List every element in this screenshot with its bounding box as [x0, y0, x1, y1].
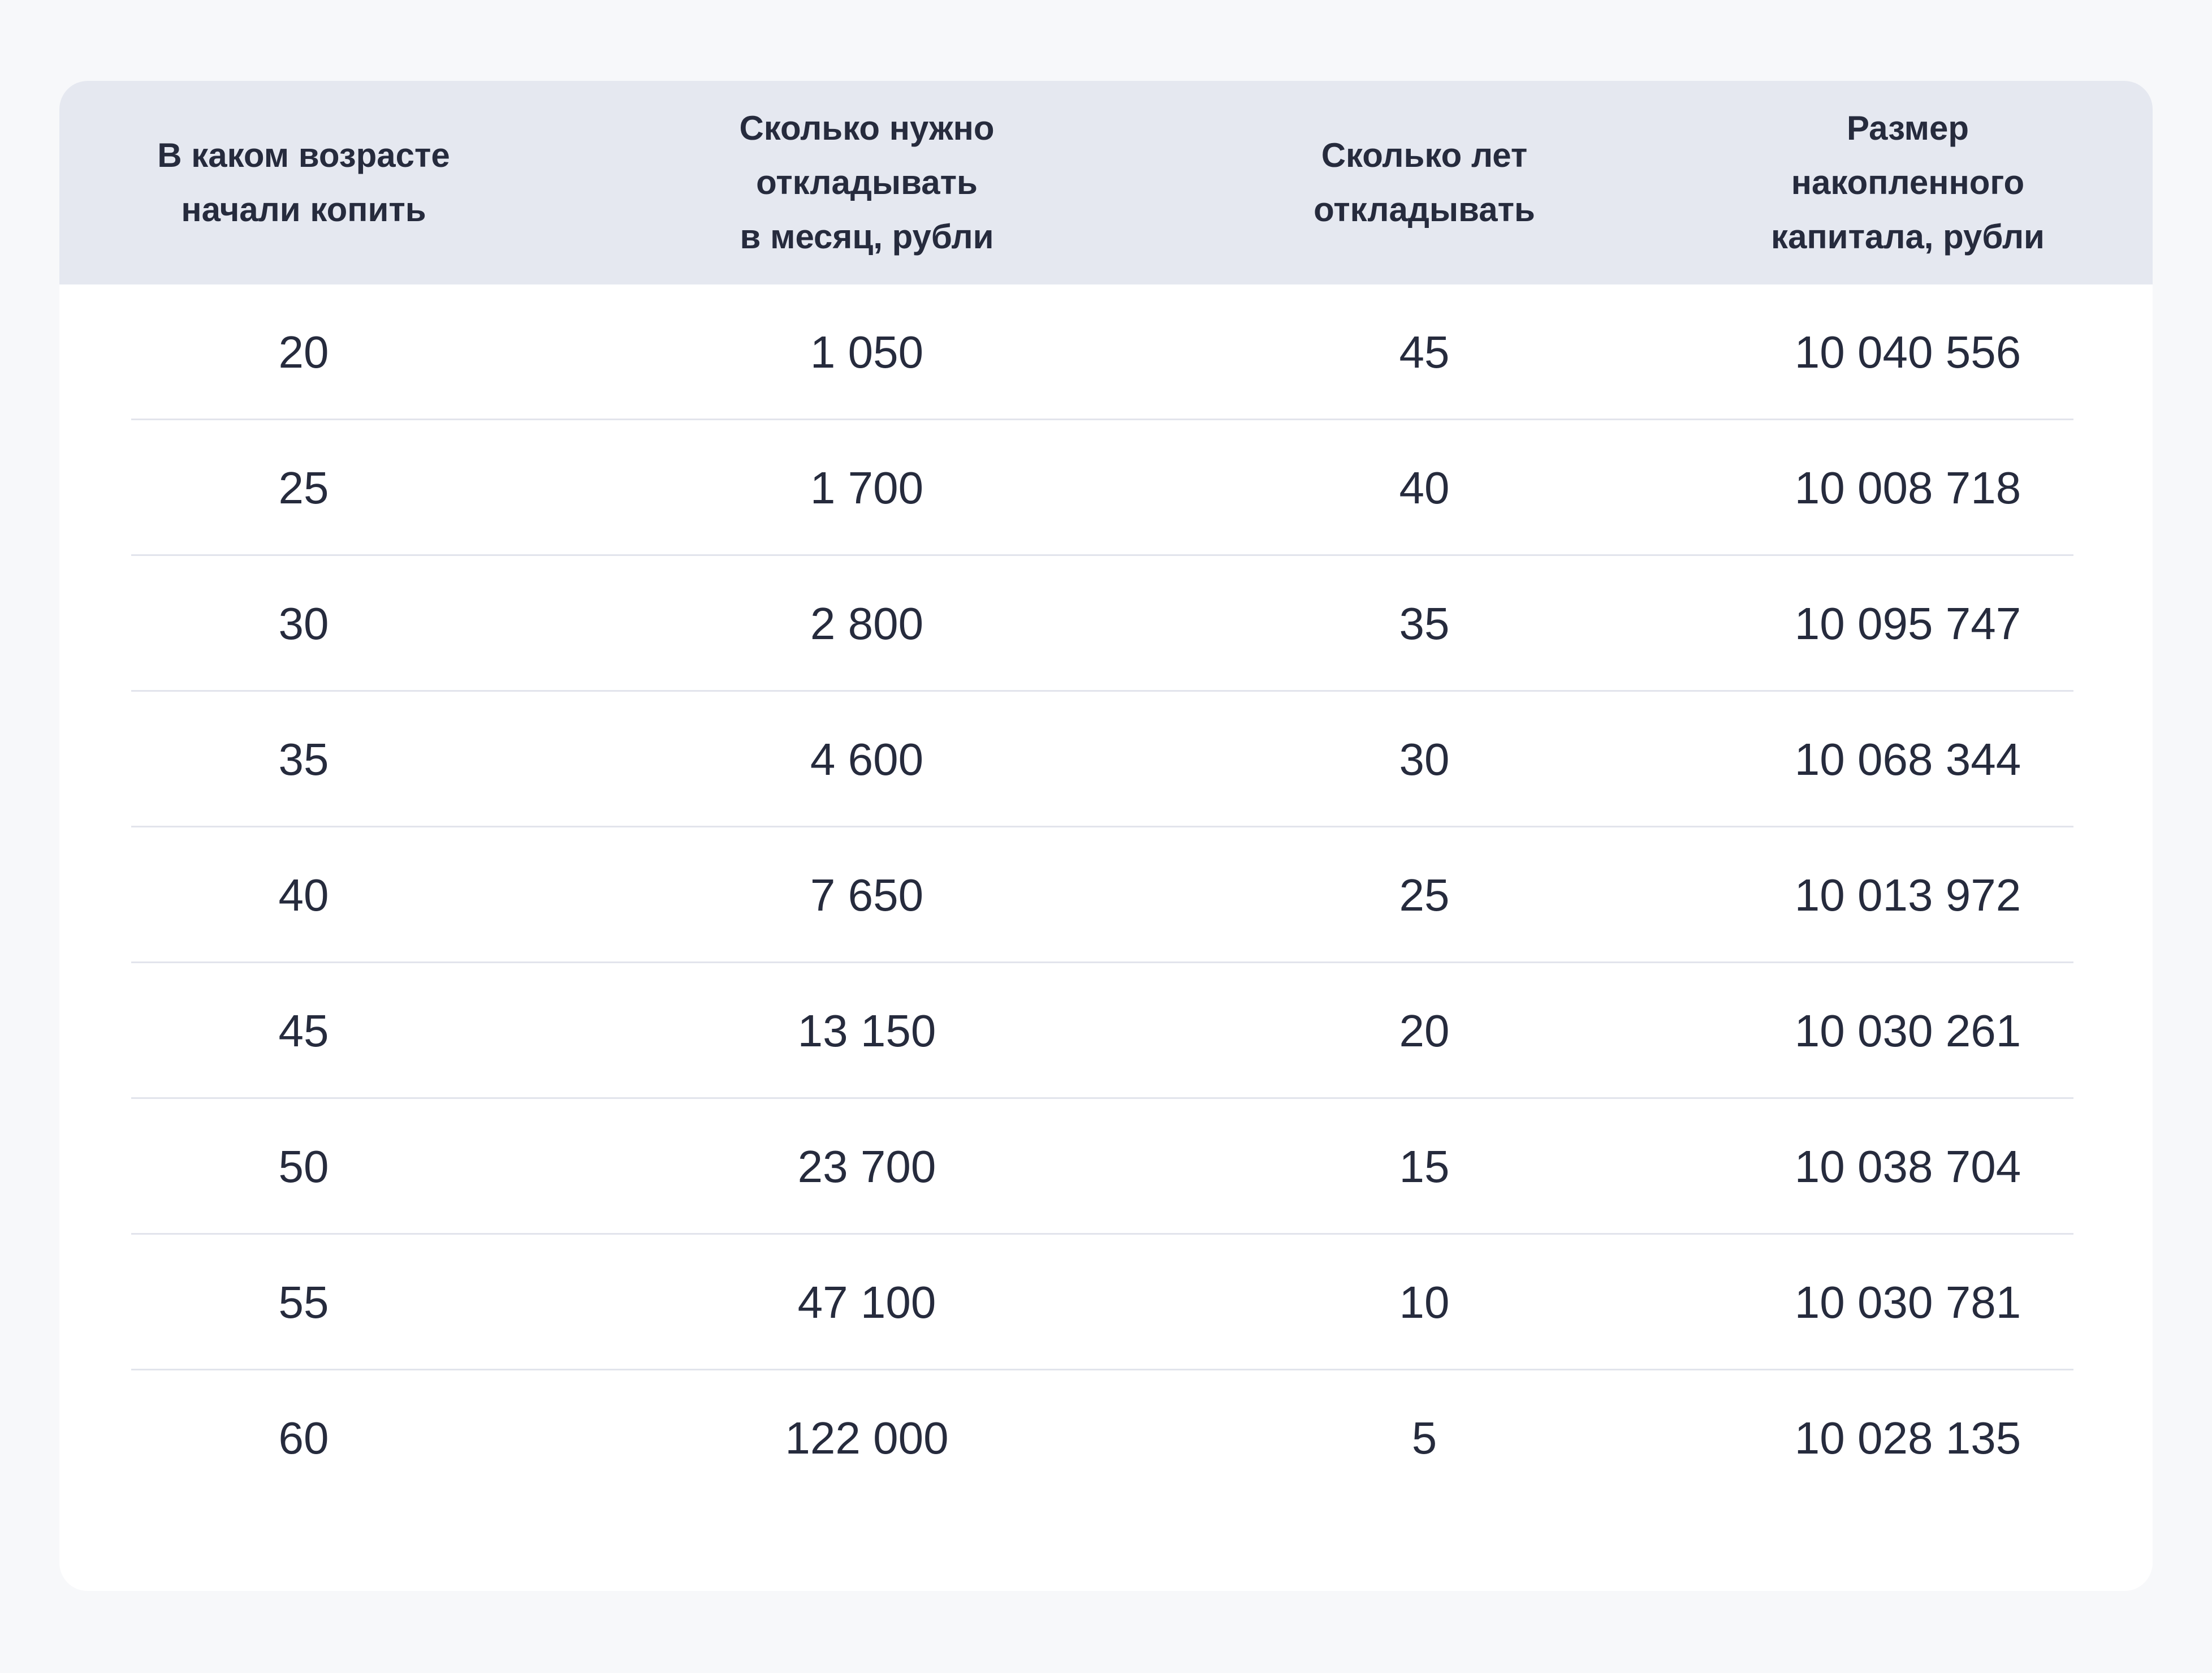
- monthly-amount-cell: 4 600: [810, 734, 924, 784]
- monthly-amount-cell: 122 000: [785, 1413, 949, 1463]
- header-years: Сколько лет откладывать: [1314, 136, 1535, 228]
- start-age-cell: 20: [278, 327, 329, 377]
- capital-cell: 10 038 704: [1794, 1141, 2021, 1192]
- row-divider: [131, 690, 2073, 692]
- table-header: В каком возрасте начали копить Сколько н…: [59, 81, 2153, 284]
- row-divider: [131, 1097, 2073, 1099]
- start-age-cell: 40: [278, 870, 329, 920]
- capital-cell: 10 008 718: [1794, 463, 2021, 513]
- years-cell: 10: [1399, 1277, 1450, 1327]
- start-age-cell: 60: [278, 1413, 329, 1463]
- monthly-amount-cell: 23 700: [797, 1141, 936, 1192]
- monthly-amount-cell: 1 050: [810, 327, 924, 377]
- monthly-amount-cell: 2 800: [810, 598, 924, 649]
- capital-cell: 10 028 135: [1794, 1413, 2021, 1463]
- monthly-amount-cell: 47 100: [797, 1277, 936, 1327]
- table-row: 60 122 000 5 10 028 135: [59, 1370, 2153, 1506]
- header-monthly-amount: Сколько нужно откладывать в месяц, рубли: [739, 109, 995, 256]
- row-divider: [131, 1369, 2073, 1370]
- row-divider: [131, 826, 2073, 827]
- years-cell: 20: [1399, 1006, 1450, 1056]
- row-divider: [131, 419, 2073, 420]
- table-row: 50 23 700 15 10 038 704: [59, 1099, 2153, 1235]
- years-cell: 40: [1399, 463, 1450, 513]
- capital-cell: 10 040 556: [1794, 327, 2021, 377]
- years-cell: 35: [1399, 598, 1450, 649]
- monthly-amount-cell: 13 150: [797, 1006, 936, 1056]
- capital-cell: 10 030 781: [1794, 1277, 2021, 1327]
- years-cell: 5: [1411, 1413, 1437, 1463]
- start-age-cell: 30: [278, 598, 329, 649]
- start-age-cell: 35: [278, 734, 329, 784]
- capital-cell: 10 068 344: [1794, 734, 2021, 784]
- years-cell: 15: [1399, 1141, 1450, 1192]
- capital-cell: 10 095 747: [1794, 598, 2021, 649]
- header-capital: Размер накопленного капитала, рубли: [1771, 109, 2045, 256]
- years-cell: 25: [1399, 870, 1450, 920]
- start-age-cell: 55: [278, 1277, 329, 1327]
- years-cell: 45: [1399, 327, 1450, 377]
- table-row: 25 1 700 40 10 008 718: [59, 420, 2153, 556]
- capital-cell: 10 030 261: [1794, 1006, 2021, 1056]
- monthly-amount-cell: 1 700: [810, 463, 924, 513]
- table-row: 55 47 100 10 10 030 781: [59, 1235, 2153, 1370]
- table-row: 30 2 800 35 10 095 747: [59, 556, 2153, 692]
- years-cell: 30: [1399, 734, 1450, 784]
- start-age-cell: 50: [278, 1141, 329, 1192]
- start-age-cell: 25: [278, 463, 329, 513]
- header-start-age: В каком возрасте начали копить: [157, 136, 450, 228]
- start-age-cell: 45: [278, 1006, 329, 1056]
- table-row: 40 7 650 25 10 013 972: [59, 827, 2153, 963]
- table-row: 35 4 600 30 10 068 344: [59, 692, 2153, 827]
- row-divider: [131, 554, 2073, 556]
- row-divider: [131, 1233, 2073, 1235]
- capital-cell: 10 013 972: [1794, 870, 2021, 920]
- monthly-amount-cell: 7 650: [810, 870, 924, 920]
- table-row: 20 1 050 45 10 040 556: [59, 284, 2153, 420]
- row-divider: [131, 961, 2073, 963]
- table-row: 45 13 150 20 10 030 261: [59, 963, 2153, 1099]
- savings-table-card: В каком возрасте начали копить Сколько н…: [59, 81, 2153, 1591]
